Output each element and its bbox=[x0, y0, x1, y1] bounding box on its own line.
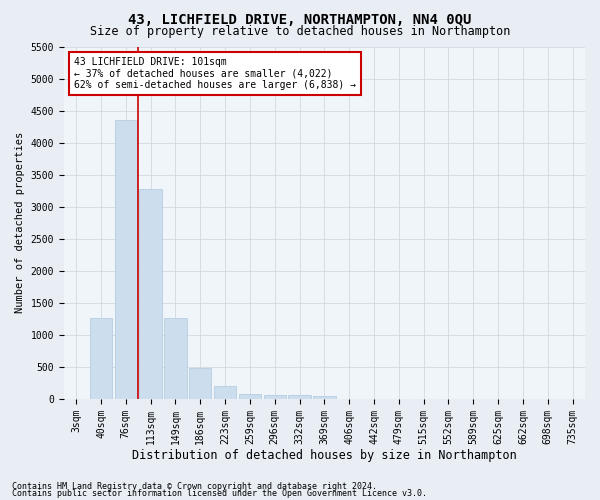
Bar bbox=[313, 396, 335, 399]
Bar bbox=[214, 386, 236, 399]
Bar bbox=[189, 368, 211, 399]
Bar bbox=[164, 318, 187, 399]
Text: 43 LICHFIELD DRIVE: 101sqm
← 37% of detached houses are smaller (4,022)
62% of s: 43 LICHFIELD DRIVE: 101sqm ← 37% of deta… bbox=[74, 57, 356, 90]
Bar bbox=[90, 318, 112, 399]
Text: Size of property relative to detached houses in Northampton: Size of property relative to detached ho… bbox=[90, 25, 510, 38]
Bar bbox=[289, 396, 311, 399]
Bar bbox=[139, 189, 162, 399]
Text: 43, LICHFIELD DRIVE, NORTHAMPTON, NN4 0QU: 43, LICHFIELD DRIVE, NORTHAMPTON, NN4 0Q… bbox=[128, 12, 472, 26]
Text: Contains public sector information licensed under the Open Government Licence v3: Contains public sector information licen… bbox=[12, 490, 427, 498]
X-axis label: Distribution of detached houses by size in Northampton: Distribution of detached houses by size … bbox=[132, 450, 517, 462]
Y-axis label: Number of detached properties: Number of detached properties bbox=[15, 132, 25, 314]
Bar bbox=[263, 395, 286, 399]
Text: Contains HM Land Registry data © Crown copyright and database right 2024.: Contains HM Land Registry data © Crown c… bbox=[12, 482, 377, 491]
Bar bbox=[239, 394, 261, 399]
Bar bbox=[115, 120, 137, 399]
